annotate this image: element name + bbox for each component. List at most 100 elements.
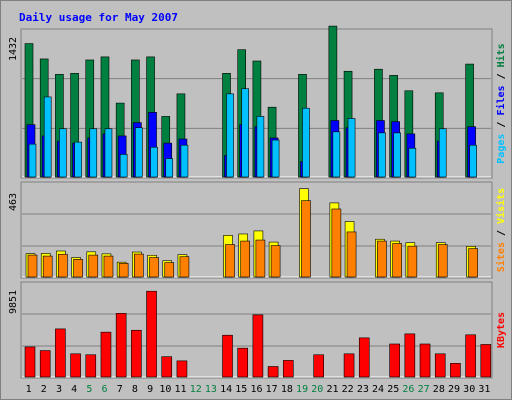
x-tick-label: 11 — [175, 384, 187, 395]
kbytes-bar — [419, 343, 431, 378]
kbytes-bar — [358, 337, 370, 378]
kbytes-bar — [343, 353, 355, 378]
kbytes-bar — [55, 328, 66, 378]
kbytes-bar — [24, 346, 36, 378]
kbytes-bar — [434, 353, 446, 378]
panel-1-max-label: 1432 — [8, 37, 19, 61]
pages-bar — [241, 88, 250, 178]
pages-bar — [226, 93, 234, 178]
legend-separator: / — [496, 224, 507, 242]
x-tick-label: 23 — [357, 384, 369, 395]
pages-bar — [74, 141, 82, 178]
kbytes-bar — [267, 366, 279, 378]
sites-bar — [58, 253, 68, 278]
panel-3-legend: KBytes — [496, 312, 507, 348]
x-tick-label: 28 — [433, 384, 445, 395]
x-tick-label: 15 — [235, 384, 247, 395]
kbytes-bar — [85, 354, 97, 378]
x-tick-label: 3 — [56, 384, 62, 395]
x-tick-label: 21 — [326, 384, 338, 395]
pages-bar — [332, 131, 341, 178]
sites-bar — [149, 257, 159, 278]
kbytes-bar — [450, 363, 461, 378]
x-tick-label: 2 — [41, 384, 47, 395]
pages-bar — [271, 139, 280, 178]
x-tick-label: 14 — [220, 384, 232, 395]
kbytes-bar — [161, 356, 173, 378]
x-tick-label: 10 — [159, 384, 171, 395]
sites-bar — [164, 262, 175, 278]
kbytes-bar — [176, 360, 188, 378]
pages-bar — [165, 158, 174, 178]
x-tick-label: 29 — [448, 384, 460, 395]
legend-files: Files — [495, 85, 507, 115]
chart-title: Daily usage for May 2007 — [19, 11, 178, 24]
kbytes-bar — [237, 347, 249, 378]
kbytes-bar — [389, 343, 400, 378]
x-tick-label: 5 — [86, 384, 92, 395]
x-tick-label: 25 — [387, 384, 399, 395]
kbytes-bar — [39, 350, 51, 378]
x-tick-label: 20 — [311, 384, 323, 395]
sites-bar — [437, 244, 448, 278]
pages-bar — [150, 146, 158, 178]
sites-bar — [392, 243, 402, 278]
pages-bar — [408, 147, 417, 178]
panel-2-legend: Sites / Visits — [495, 188, 507, 272]
x-tick-label: 31 — [478, 384, 490, 395]
panel-1-legend: Pages / Files / Hits — [495, 43, 507, 163]
x-tick-label: 1 — [26, 384, 32, 395]
pages-bar — [469, 144, 477, 178]
sites-bar — [88, 254, 99, 278]
sites-bar — [27, 254, 38, 278]
x-tick-label: 30 — [463, 384, 475, 395]
panel-2-max-label: 463 — [8, 193, 19, 211]
x-tick-label: 6 — [102, 384, 108, 395]
pages-bar — [256, 116, 265, 178]
x-tick-label: 26 — [402, 384, 414, 395]
sites-bar — [377, 240, 387, 278]
kbytes-bar — [404, 333, 416, 378]
kbytes-bar — [282, 360, 294, 378]
pages-bar — [43, 96, 52, 178]
sites-bar — [134, 253, 144, 278]
sites-bar — [468, 248, 478, 278]
panel-3-max-label: 9851 — [8, 290, 19, 314]
legend-separator: / — [496, 116, 507, 134]
legend-visits: Visits — [495, 188, 507, 224]
x-tick-label: 9 — [147, 384, 153, 395]
sites-bar — [42, 255, 53, 278]
kbytes-bar — [100, 331, 112, 378]
kbytes-bar — [70, 353, 81, 378]
pages-bar — [180, 144, 189, 178]
kbytes-bar — [115, 313, 127, 378]
pages-bar — [378, 132, 386, 178]
legend-kbytes: KBytes — [496, 312, 507, 348]
x-tick-label: 17 — [266, 384, 278, 395]
sites-bar — [255, 239, 266, 278]
sites-bar — [225, 244, 235, 278]
pages-bar — [302, 107, 310, 178]
pages-bar — [135, 127, 143, 178]
x-tick-label: 7 — [117, 384, 123, 395]
x-tick-label: 8 — [132, 384, 138, 395]
x-tick-label: 4 — [71, 384, 77, 395]
x-tick-label: 13 — [205, 384, 217, 395]
x-tick-label: 12 — [190, 384, 202, 395]
sites-bar — [118, 263, 129, 278]
kbytes-bar — [222, 334, 233, 378]
x-tick-label: 24 — [372, 384, 384, 395]
pages-bar — [347, 118, 356, 178]
sites-bar — [346, 231, 357, 278]
sites-bar — [73, 259, 83, 278]
sites-bar — [270, 245, 281, 278]
sites-bar — [240, 240, 251, 278]
kbytes-bar — [480, 344, 492, 378]
sites-bar — [407, 245, 418, 278]
x-tick-label: 19 — [296, 384, 308, 395]
sites-bar — [301, 200, 311, 278]
sites-bar — [331, 208, 342, 278]
legend-separator: / — [496, 67, 507, 85]
